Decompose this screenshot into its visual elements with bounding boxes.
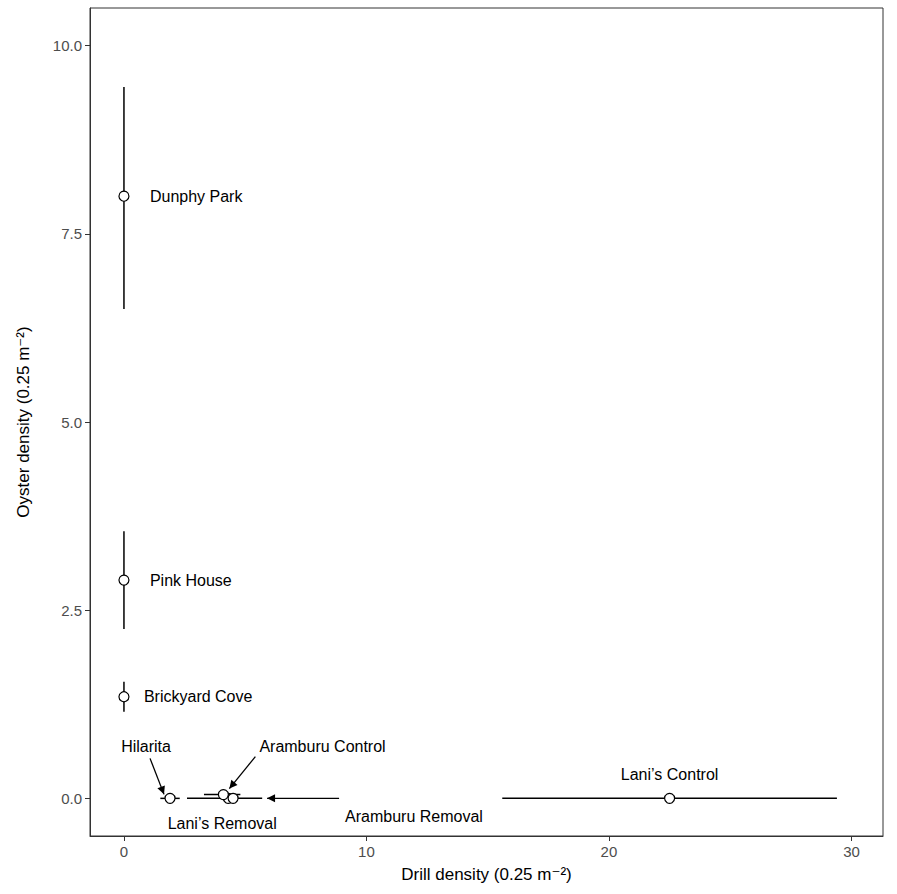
svg-text:0.0: 0.0: [61, 790, 82, 807]
svg-text:Dunphy Park: Dunphy Park: [150, 188, 243, 205]
svg-text:Lani’s Control: Lani’s Control: [621, 766, 719, 783]
svg-text:5.0: 5.0: [61, 414, 82, 431]
svg-text:Hilarita: Hilarita: [121, 738, 171, 755]
svg-text:7.5: 7.5: [61, 225, 82, 242]
svg-text:Drill density (0.25 m⁻²): Drill density (0.25 m⁻²): [401, 865, 572, 884]
svg-text:30: 30: [843, 843, 860, 860]
svg-text:Oyster density (0.25 m⁻²): Oyster density (0.25 m⁻²): [14, 326, 33, 517]
svg-text:20: 20: [601, 843, 618, 860]
svg-text:10.0: 10.0: [53, 37, 82, 54]
svg-text:Pink House: Pink House: [150, 572, 232, 589]
svg-text:0: 0: [120, 843, 128, 860]
svg-text:2.5: 2.5: [61, 602, 82, 619]
svg-text:10: 10: [358, 843, 375, 860]
svg-text:Aramburu Control: Aramburu Control: [259, 738, 385, 755]
svg-text:Brickyard Cove: Brickyard Cove: [144, 688, 253, 705]
svg-text:Aramburu Removal: Aramburu Removal: [345, 808, 483, 825]
svg-text:Lani’s Removal: Lani’s Removal: [168, 815, 277, 832]
